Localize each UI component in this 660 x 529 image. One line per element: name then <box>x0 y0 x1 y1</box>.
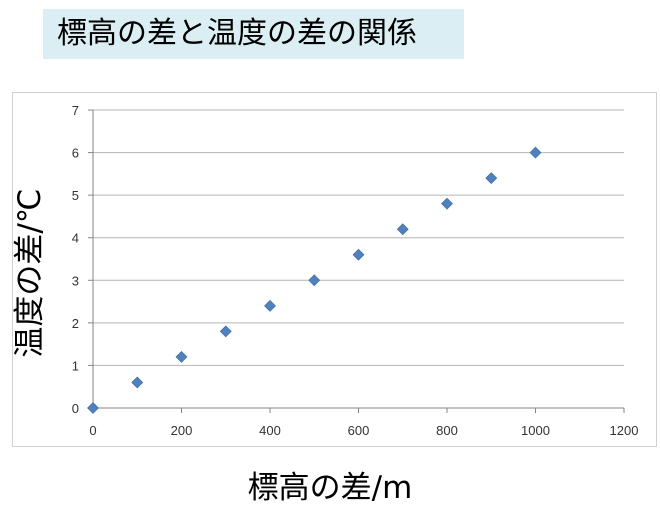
y-tick-label-4: 4 <box>72 231 79 246</box>
y-tick-label-0: 0 <box>72 401 79 416</box>
y-tick-label-1: 1 <box>72 358 79 373</box>
data-point-10 <box>529 146 542 159</box>
data-point-1 <box>131 376 144 389</box>
y-tick-label-3: 3 <box>72 273 79 288</box>
x-tick-label-1000: 1000 <box>521 423 550 438</box>
y-tick-label-2: 2 <box>72 316 79 331</box>
data-point-4 <box>264 299 276 312</box>
x-tick-label-600: 600 <box>348 423 370 438</box>
data-point-8 <box>441 197 453 210</box>
x-axis-label: 標高の差/m <box>247 470 413 506</box>
data-point-0 <box>87 402 99 414</box>
x-tick-label-400: 400 <box>259 423 281 438</box>
data-point-5 <box>308 274 321 287</box>
data-point-3 <box>219 325 232 338</box>
y-tick-label-5: 5 <box>72 188 79 203</box>
data-point-2 <box>175 350 188 363</box>
y-axis-label-wrap: 温度の差/℃ <box>12 178 48 368</box>
y-tick-label-6: 6 <box>72 146 79 161</box>
title-banner: 標高の差と温度の差の関係 <box>43 9 464 59</box>
data-point-9 <box>485 172 498 185</box>
chart-frame <box>12 92 657 447</box>
y-axis-label: 温度の差/℃ <box>12 188 48 358</box>
data-point-7 <box>396 223 409 236</box>
data-point-6 <box>352 248 365 261</box>
page-title: 標高の差と温度の差の関係 <box>57 16 417 51</box>
y-tick-label-7: 7 <box>72 103 79 118</box>
x-tick-label-200: 200 <box>171 423 193 438</box>
x-tick-label-800: 800 <box>436 423 458 438</box>
x-tick-label-1200: 1200 <box>610 423 639 438</box>
x-tick-label-0: 0 <box>89 423 96 438</box>
